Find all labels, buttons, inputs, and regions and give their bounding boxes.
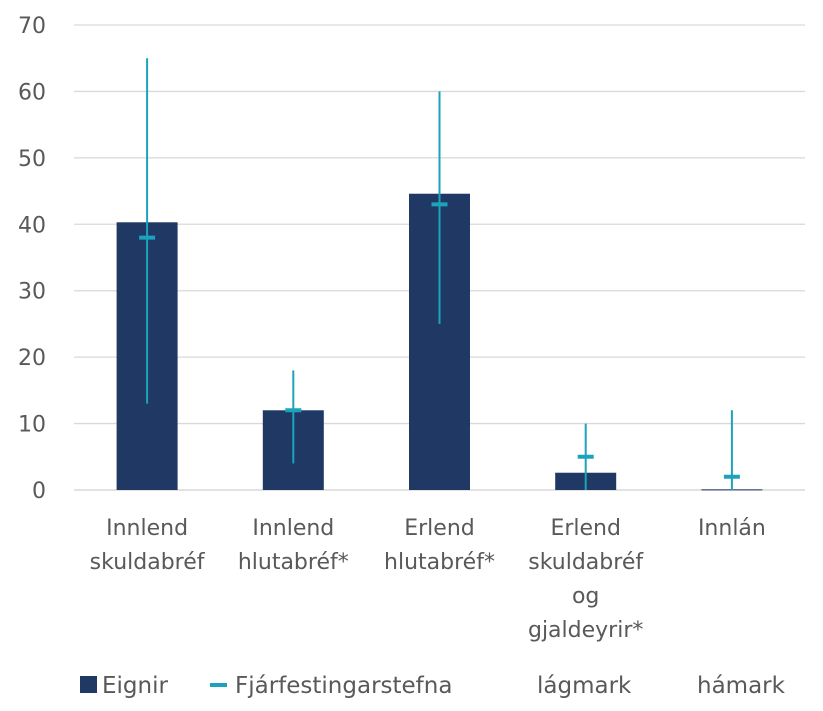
- x-tick-label: Innlend: [106, 516, 188, 541]
- x-tick-label: hlutabréf*: [384, 550, 495, 575]
- x-tick-label: Erlend: [404, 516, 475, 541]
- x-tick-label: gjaldeyrir*: [528, 618, 643, 643]
- y-tick-label: 40: [18, 213, 46, 238]
- x-tick-label: Erlend: [550, 516, 621, 541]
- x-tick-label: og: [572, 584, 599, 609]
- x-tick-label: Innlán: [698, 516, 766, 541]
- x-tick-label: hlutabréf*: [238, 550, 349, 575]
- y-axis: 0 10 20 30 40 50 60 70: [18, 14, 46, 504]
- y-tick-label: 70: [18, 14, 46, 39]
- legend-label-hamark: hámark: [697, 673, 786, 699]
- y-tick-label: 50: [18, 147, 46, 172]
- y-tick-label: 30: [18, 280, 46, 305]
- x-tick-label: skuldabréf: [90, 550, 206, 575]
- x-tick-label: skuldabréf: [528, 550, 644, 575]
- legend: Eignir Fjárfestingarstefna lágmark hámark: [80, 673, 786, 699]
- y-tick-label: 0: [32, 479, 46, 504]
- x-tick-label: Innlend: [252, 516, 334, 541]
- policy-markers: [139, 202, 740, 479]
- y-tick-label: 60: [18, 80, 46, 105]
- y-tick-label: 10: [18, 413, 46, 438]
- legend-label-eignir: Eignir: [102, 673, 168, 699]
- legend-swatch-eignir: [80, 676, 97, 693]
- range-lines: [146, 58, 733, 490]
- legend-label-lagmark: lágmark: [537, 673, 632, 699]
- legend-label-policy: Fjárfestingarstefna: [235, 673, 452, 699]
- y-tick-label: 20: [18, 346, 46, 371]
- x-axis: Innlend skuldabréf Innlend hlutabréf* Erlend…: [90, 516, 766, 643]
